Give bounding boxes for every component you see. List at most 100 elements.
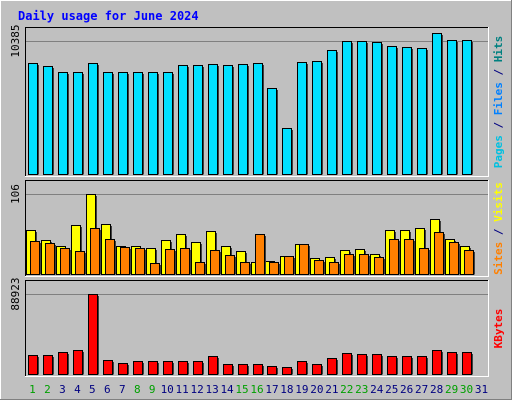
bar-kbytes-day-24: [372, 354, 382, 375]
y-max-label: 106: [9, 184, 22, 204]
x-tick-label-13: 13: [205, 383, 218, 396]
legend-part: /: [492, 115, 505, 135]
hits-panel: 10385 Pages / Files / Hits: [9, 24, 505, 177]
bar-sites-day-24: [374, 257, 384, 275]
bar-hits-day-28: [432, 33, 442, 175]
bar-sites-day-19: [299, 244, 309, 275]
bar-sites-day-4: [75, 251, 85, 275]
bar-sites-day-22: [344, 254, 354, 275]
bar-hits-day-11: [178, 65, 188, 175]
bar-kbytes-day-4: [73, 350, 83, 375]
x-tick-label-7: 7: [119, 383, 126, 396]
bar-kbytes-day-21: [327, 358, 337, 375]
bar-hits-day-15: [238, 64, 248, 175]
bar-hits-day-2: [43, 66, 53, 175]
x-tick-label-14: 14: [220, 383, 234, 396]
bar-kbytes-day-16: [253, 364, 263, 375]
bar-kbytes-day-1: [28, 355, 38, 375]
x-tick-label-22: 22: [340, 383, 353, 396]
bar-sites-day-27: [419, 248, 429, 275]
bar-hits-day-24: [372, 42, 382, 175]
bar-kbytes-day-17: [267, 366, 277, 375]
kbytes-panel: 88923 KBytes: [9, 277, 505, 377]
bar-hits-day-1: [28, 63, 38, 175]
x-tick-label-5: 5: [89, 383, 96, 396]
bar-sites-day-29: [449, 242, 459, 275]
bar-sites-day-5: [90, 228, 100, 275]
bar-kbytes-day-5: [88, 294, 98, 375]
x-tick-label-6: 6: [104, 383, 111, 396]
bar-hits-day-6: [103, 72, 113, 175]
x-axis-labels: 1 2 3 4 5 6 7 8 9 10 11 12 13 14 15 16 17 18 19 20 21 22 23 24 2…: [29, 383, 488, 396]
x-tick-label-27: 27: [415, 383, 428, 396]
bar-sites-day-21: [329, 262, 339, 275]
legend-part: Pages: [492, 135, 505, 168]
bar-hits-day-20: [312, 61, 322, 175]
bar-hits-day-9: [148, 72, 158, 175]
bar-sites-day-3: [60, 248, 70, 275]
x-tick-label-17: 17: [265, 383, 278, 396]
bar-kbytes-day-22: [342, 353, 352, 375]
bar-sites-day-7: [120, 247, 130, 275]
y-max-label: 88923: [9, 277, 22, 310]
bar-sites-day-8: [135, 248, 145, 275]
x-tick-label-29: 29: [445, 383, 458, 396]
x-tick-label-8: 8: [134, 383, 141, 396]
legend-part: /: [492, 62, 505, 82]
bar-kbytes-day-23: [357, 354, 367, 375]
x-tick-label-16: 16: [250, 383, 263, 396]
bar-hits-day-19: [297, 62, 307, 175]
bar-kbytes-day-7: [118, 363, 128, 375]
legend-part: Visits: [492, 182, 505, 222]
x-tick-label-12: 12: [191, 383, 204, 396]
bar-kbytes-day-2: [43, 355, 53, 375]
bar-hits-day-25: [387, 46, 397, 175]
bar-sites-day-13: [210, 250, 220, 275]
x-tick-label-9: 9: [149, 383, 156, 396]
bar-sites-day-1: [30, 241, 40, 275]
x-tick-label-1: 1: [29, 383, 36, 396]
bar-kbytes-day-15: [238, 364, 248, 375]
bar-kbytes-day-10: [163, 361, 173, 375]
bar-sites-day-11: [180, 248, 190, 275]
x-tick-label-21: 21: [325, 383, 338, 396]
bar-kbytes-day-8: [133, 361, 143, 375]
bar-kbytes-day-30: [462, 352, 472, 375]
bar-hits-day-3: [58, 72, 68, 175]
bar-hits-day-5: [88, 63, 98, 175]
bar-kbytes-day-25: [387, 356, 397, 375]
bar-hits-day-12: [193, 65, 203, 175]
bar-sites-day-23: [359, 254, 369, 275]
bar-kbytes-day-14: [223, 364, 233, 375]
bar-hits-day-18: [282, 128, 292, 175]
bar-sites-day-20: [314, 260, 324, 275]
bar-sites-day-18: [284, 256, 294, 275]
bar-kbytes-day-12: [193, 361, 203, 375]
bar-kbytes-day-19: [297, 361, 307, 375]
bar-hits-day-21: [327, 50, 337, 175]
bar-hits-day-4: [73, 72, 83, 175]
x-tick-label-19: 19: [295, 383, 308, 396]
x-tick-label-15: 15: [235, 383, 248, 396]
x-tick-label-18: 18: [280, 383, 293, 396]
bar-hits-day-7: [118, 72, 128, 175]
series-legend-label: KBytes: [492, 309, 505, 349]
x-tick-label-3: 3: [59, 383, 66, 396]
bar-sites-day-9: [150, 263, 160, 275]
chart-title: Daily usage for June 2024: [18, 9, 199, 23]
visits-panel: 106 Sites / Visits: [9, 180, 505, 277]
series-legend-label: Pages / Files / Hits: [492, 36, 505, 169]
bar-kbytes-day-27: [417, 356, 427, 375]
y-max-label: 10385: [9, 24, 22, 57]
bar-hits-day-14: [223, 65, 233, 175]
bar-kbytes-day-20: [312, 364, 322, 375]
bar-kbytes-day-11: [178, 361, 188, 375]
x-tick-label-4: 4: [74, 383, 81, 396]
bar-sites-day-26: [404, 239, 414, 275]
x-tick-label-26: 26: [400, 383, 413, 396]
x-tick-label-2: 2: [44, 383, 51, 396]
series-legend-label: Sites / Visits: [492, 182, 505, 275]
bar-hits-day-27: [417, 48, 427, 175]
bar-sites-day-14: [225, 255, 235, 275]
